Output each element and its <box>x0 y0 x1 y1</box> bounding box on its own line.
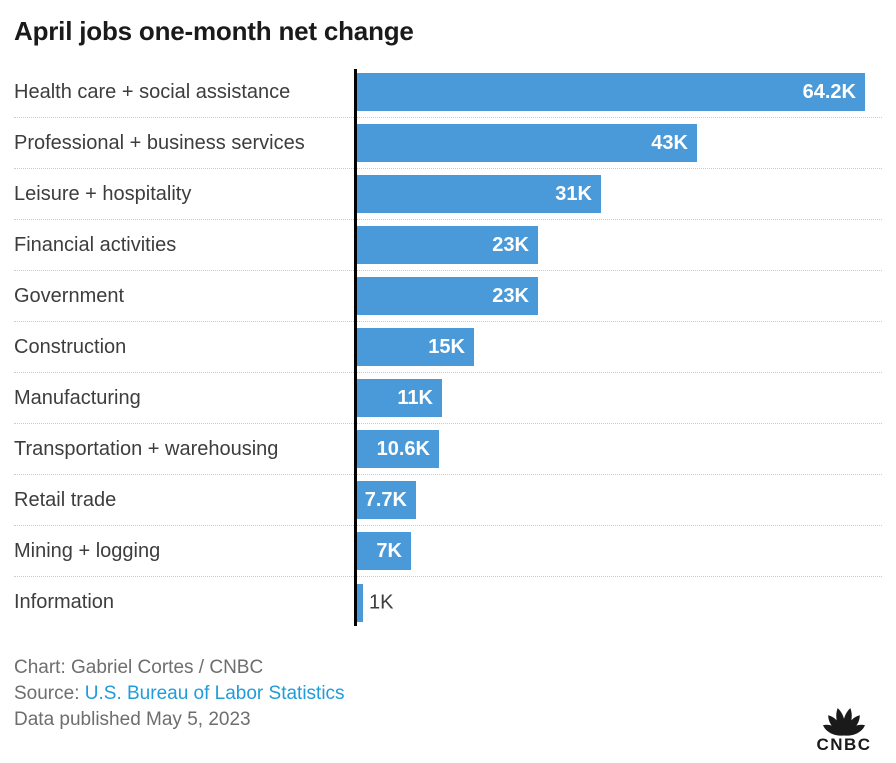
bar-area: 7K <box>355 532 882 570</box>
bar: 31K <box>355 175 601 213</box>
category-label: Mining + logging <box>14 539 161 562</box>
bar-chart: Health care + social assistance 64.2K Pr… <box>0 67 896 628</box>
chart-row: Information 1K <box>14 577 882 628</box>
chart-row: Construction 15K <box>14 322 882 373</box>
bar-value-label: 64.2K <box>802 80 856 103</box>
bar-area: 11K <box>355 379 882 417</box>
category-label: Information <box>14 591 115 613</box>
bar-value-label: 1K <box>369 591 394 613</box>
chart-card: April jobs one-month net change Health c… <box>0 16 896 763</box>
source-prefix: Source: <box>14 683 85 704</box>
category-label: Manufacturing <box>14 386 141 409</box>
bar-value-label: 11K <box>397 386 433 409</box>
bar-area: 64.2K <box>355 73 882 111</box>
chart-credit: Chart: Gabriel Cortes / CNBC <box>14 657 264 678</box>
category-label: Professional + business services <box>14 131 305 154</box>
bar-area: 43K <box>355 124 882 162</box>
category-label: Financial activities <box>14 233 177 256</box>
chart-row: Government 23K <box>14 271 882 322</box>
bar: 23K <box>355 277 538 315</box>
bar: 64.2K <box>355 73 865 111</box>
chart-row: Professional + business services 43K <box>14 118 882 169</box>
chart-rows: Health care + social assistance 64.2K Pr… <box>0 67 896 628</box>
bar-value-label: 43K <box>651 131 688 154</box>
bar: 7.7K <box>355 481 416 519</box>
category-label: Leisure + hospitality <box>14 182 192 205</box>
chart-row: Leisure + hospitality 31K <box>14 169 882 220</box>
bar-area: 10.6K <box>355 430 882 468</box>
category-label: Transportation + warehousing <box>14 437 279 460</box>
bar-value-label: 7.7K <box>364 488 407 511</box>
axis-baseline <box>354 69 357 626</box>
bar: 23K <box>355 226 538 264</box>
bar: 1K <box>355 583 393 622</box>
chart-row: Retail trade 7.7K <box>14 475 882 526</box>
bar: 7K <box>355 532 411 570</box>
bar-area: 15K <box>355 328 882 366</box>
source-link[interactable]: U.S. Bureau of Labor Statistics <box>84 683 345 704</box>
chart-row: Mining + logging 7K <box>14 526 882 577</box>
data-published: Data published May 5, 2023 <box>14 709 251 730</box>
chart-row: Manufacturing 11K <box>14 373 882 424</box>
bar-value-label: 10.6K <box>376 437 430 460</box>
bar-value-label: 15K <box>428 335 465 358</box>
cnbc-logo: CNBC <box>804 695 884 755</box>
category-label: Government <box>14 284 125 307</box>
category-label: Retail trade <box>14 488 117 511</box>
bar-area: 7.7K <box>355 481 882 519</box>
cnbc-wordmark: CNBC <box>816 735 872 754</box>
bar-value-label: 31K <box>555 182 592 205</box>
bar: 10.6K <box>355 430 439 468</box>
peacock-icon <box>823 708 865 736</box>
bar-value-label: 23K <box>492 233 529 256</box>
bar-area: 31K <box>355 175 882 213</box>
bar-area: 23K <box>355 277 882 315</box>
bar: 11K <box>355 379 442 417</box>
bar-area: 23K <box>355 226 882 264</box>
chart-footer: Chart: Gabriel Cortes / CNBC Source: U.S… <box>14 655 882 733</box>
category-label: Health care + social assistance <box>14 80 291 103</box>
chart-row: Financial activities 23K <box>14 220 882 271</box>
chart-row: Health care + social assistance 64.2K <box>14 67 882 118</box>
bar-area: 1K <box>355 583 882 622</box>
bar: 43K <box>355 124 697 162</box>
bar-value-label: 7K <box>376 539 402 562</box>
bar: 15K <box>355 328 474 366</box>
chart-row: Transportation + warehousing 10.6K <box>14 424 882 475</box>
bar-value-label: 23K <box>492 284 529 307</box>
category-label: Construction <box>14 335 127 358</box>
source-line: Source: U.S. Bureau of Labor Statistics <box>14 681 882 707</box>
chart-title: April jobs one-month net change <box>14 16 414 46</box>
